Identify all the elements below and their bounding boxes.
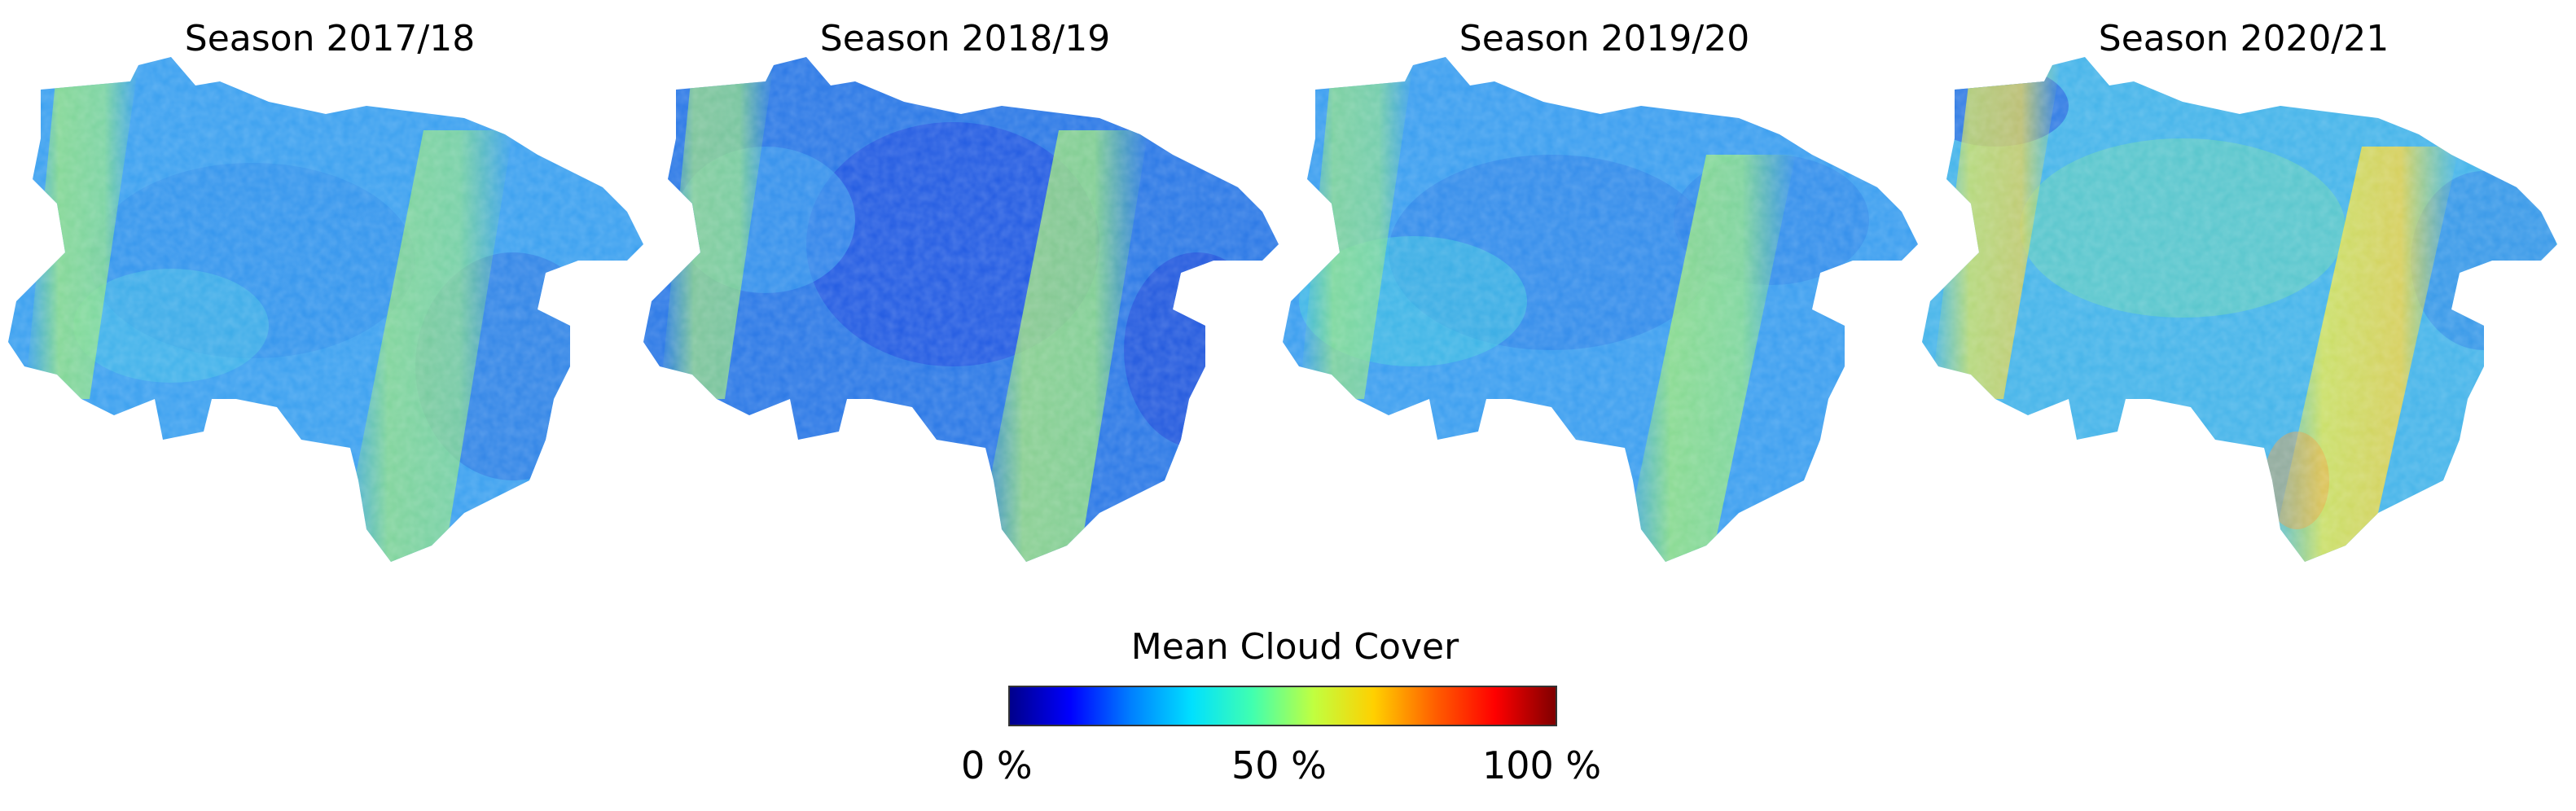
- map-panel-2019-20: Season 2019/20: [1283, 0, 1926, 635]
- colorbar-tick-min: 0 %: [961, 743, 1033, 787]
- cloud-cover-map: [1283, 57, 1918, 562]
- cloud-cover-map: [8, 57, 643, 562]
- colorbar: [1008, 686, 1557, 726]
- colorbar-tick-max: 100 %: [1482, 743, 1602, 787]
- panel-title: Season 2020/21: [2098, 18, 2389, 59]
- legend-title: Mean Cloud Cover: [1130, 626, 1459, 668]
- map-panel-2020-21: Season 2020/21: [1922, 0, 2565, 635]
- map-panel-2018-19: Season 2018/19: [643, 0, 1287, 635]
- cloud-cover-map: [643, 57, 1279, 562]
- colorbar-tick-mid: 50 %: [1231, 743, 1327, 787]
- panel-title: Season 2019/20: [1459, 18, 1750, 59]
- panel-title: Season 2017/18: [184, 18, 476, 59]
- map-panel-2017-18: Season 2017/18: [8, 0, 652, 635]
- panel-title: Season 2018/19: [819, 18, 1111, 59]
- cloud-cover-map: [1922, 57, 2557, 562]
